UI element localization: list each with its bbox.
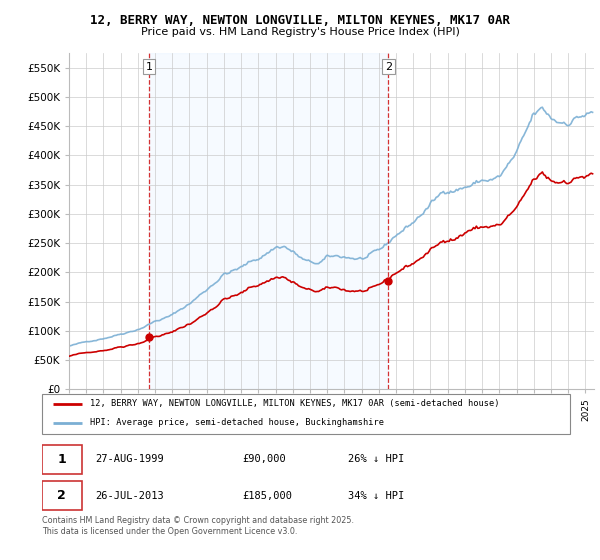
Text: HPI: Average price, semi-detached house, Buckinghamshire: HPI: Average price, semi-detached house,… xyxy=(89,418,383,427)
Text: 26-JUL-2013: 26-JUL-2013 xyxy=(95,491,164,501)
Text: £185,000: £185,000 xyxy=(242,491,293,501)
Bar xyxy=(149,53,388,389)
Text: 1: 1 xyxy=(146,62,152,72)
FancyBboxPatch shape xyxy=(42,482,82,510)
Text: 1: 1 xyxy=(58,453,66,466)
Text: 27-AUG-1999: 27-AUG-1999 xyxy=(95,455,164,464)
Text: Contains HM Land Registry data © Crown copyright and database right 2025.
This d: Contains HM Land Registry data © Crown c… xyxy=(42,516,354,536)
Text: 12, BERRY WAY, NEWTON LONGVILLE, MILTON KEYNES, MK17 0AR: 12, BERRY WAY, NEWTON LONGVILLE, MILTON … xyxy=(90,14,510,27)
Text: 12, BERRY WAY, NEWTON LONGVILLE, MILTON KEYNES, MK17 0AR (semi-detached house): 12, BERRY WAY, NEWTON LONGVILLE, MILTON … xyxy=(89,399,499,408)
Text: 2: 2 xyxy=(385,62,392,72)
Text: 34% ↓ HPI: 34% ↓ HPI xyxy=(348,491,404,501)
Text: 2: 2 xyxy=(58,489,66,502)
FancyBboxPatch shape xyxy=(42,445,82,474)
Text: £90,000: £90,000 xyxy=(242,455,286,464)
FancyBboxPatch shape xyxy=(42,394,570,434)
Text: Price paid vs. HM Land Registry's House Price Index (HPI): Price paid vs. HM Land Registry's House … xyxy=(140,27,460,37)
Text: 26% ↓ HPI: 26% ↓ HPI xyxy=(348,455,404,464)
